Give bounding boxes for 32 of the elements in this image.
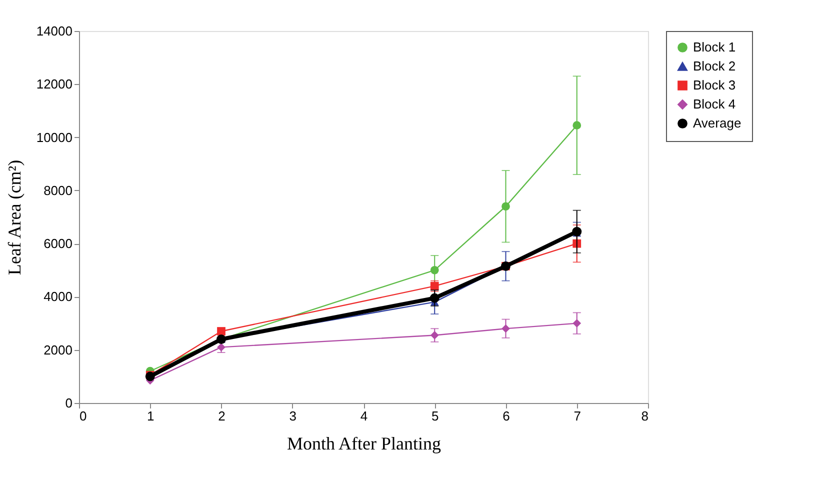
point xyxy=(430,331,439,340)
x-tick-label: 0 xyxy=(80,408,87,424)
y-tick-label: 6000 xyxy=(44,236,72,252)
point xyxy=(217,343,226,352)
legend-label: Block 2 xyxy=(693,58,736,74)
legend-label: Block 1 xyxy=(693,40,736,54)
x-tick-label: 2 xyxy=(218,408,226,424)
point xyxy=(572,121,582,130)
x-tick-label: 5 xyxy=(432,408,439,424)
y-tick-label: 14000 xyxy=(36,24,72,38)
x-tick-label: 6 xyxy=(502,408,510,424)
point xyxy=(502,324,510,333)
x-tick-label: 7 xyxy=(574,408,581,424)
y-tick-label: 0 xyxy=(65,396,72,410)
point xyxy=(572,319,582,328)
legend-label: Average xyxy=(693,116,742,130)
legend-label: Block 4 xyxy=(693,96,736,112)
x-axis-title: Month After Planting xyxy=(287,434,441,454)
x-tick-label: 4 xyxy=(360,408,368,424)
y-axis-title: Leaf Area (cm²) xyxy=(4,160,24,276)
x-tick-label: 8 xyxy=(641,408,648,424)
x-tick-label: 1 xyxy=(147,408,154,424)
y-tick-label: 4000 xyxy=(44,289,72,304)
y-tick-label: 12000 xyxy=(36,76,72,92)
point xyxy=(217,327,226,336)
y-tick-label: 10000 xyxy=(36,130,72,145)
y-tick-label: 2000 xyxy=(44,342,72,358)
point xyxy=(502,202,510,211)
x-tick-label: 3 xyxy=(289,408,296,424)
y-tick-label: 8000 xyxy=(44,182,72,198)
point xyxy=(430,266,439,274)
legend-label: Block 3 xyxy=(693,78,736,92)
